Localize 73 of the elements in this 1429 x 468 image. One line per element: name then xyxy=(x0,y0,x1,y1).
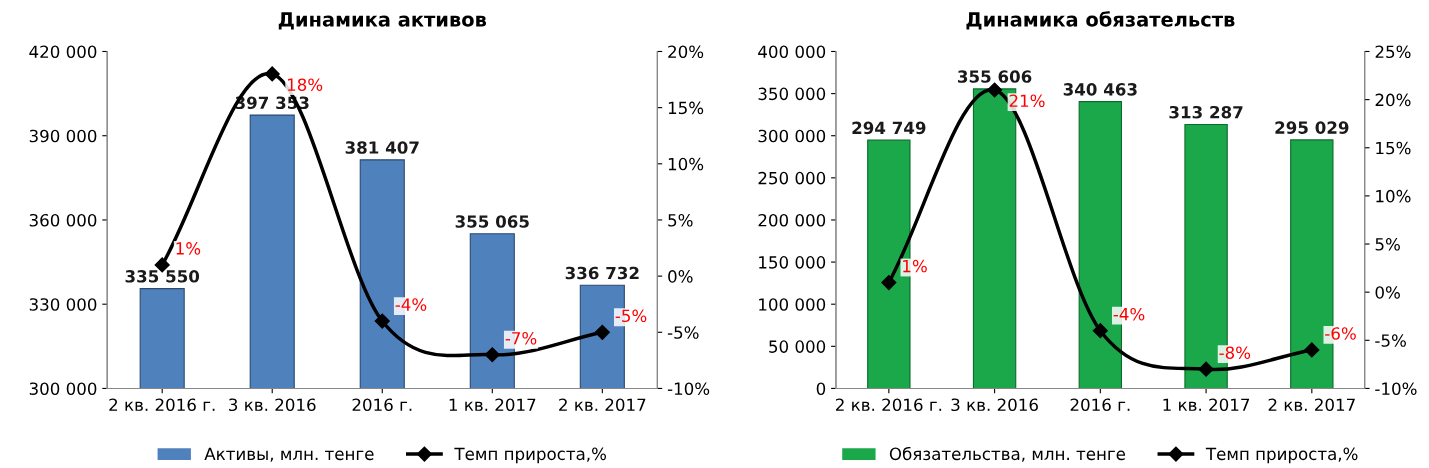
legend-label: Активы, млн. тенге xyxy=(204,447,374,462)
x-tick-label: 1 кв. 2017 xyxy=(449,398,536,412)
x-tick-label: 2 кв. 2016 г. xyxy=(835,398,942,412)
point xyxy=(881,274,897,291)
point xyxy=(1304,342,1320,358)
data-label: 18% xyxy=(287,78,323,92)
data-label: -4% xyxy=(1113,307,1145,321)
chart-title: Динамика активов xyxy=(278,12,487,30)
point xyxy=(374,313,390,329)
x-tick-label: 3 кв. 2016 xyxy=(951,398,1038,412)
data-label: 294 749 xyxy=(852,121,926,135)
x-tick-label: 2 кв. 2017 xyxy=(1268,398,1355,412)
x-tick-label: 2016 г. xyxy=(1070,398,1130,412)
x-tick-label: 1 кв. 2017 xyxy=(1163,398,1250,412)
y2-tick-label: -5% xyxy=(1375,334,1406,347)
y-tick-label: 100 000 xyxy=(759,298,826,311)
y-tick-label: 200 000 xyxy=(758,213,826,227)
data-label: 21% xyxy=(1009,94,1045,108)
y-tick-label: 400 000 xyxy=(758,45,826,59)
y2-tick-label: 0% xyxy=(1375,286,1400,299)
point xyxy=(594,324,610,340)
x-tick-label: 2 кв. 2017 xyxy=(559,398,646,412)
data-label: 340 463 xyxy=(1063,83,1137,96)
y-tick-label: 300 000 xyxy=(758,129,826,143)
point xyxy=(987,82,1003,98)
data-label: 381 407 xyxy=(345,141,419,154)
data-label: 355 606 xyxy=(958,70,1032,83)
data-label: -6% xyxy=(1325,327,1356,340)
y-tick-label: 0 xyxy=(816,382,826,396)
legend-label: Темп прироста,% xyxy=(1205,447,1358,464)
data-label: 355 065 xyxy=(455,215,529,228)
y-tick-label: 250 000 xyxy=(758,171,826,185)
y2-tick-label: -10% xyxy=(667,382,710,396)
y2-tick-label: 20% xyxy=(668,45,704,59)
data-label: -4% xyxy=(395,298,427,311)
y2-tick-label: 0% xyxy=(668,270,693,283)
data-label: 1% xyxy=(176,242,201,255)
y2-tick-label: 10% xyxy=(668,157,704,171)
data-label: 336 732 xyxy=(565,266,639,280)
point xyxy=(264,66,280,82)
point xyxy=(484,347,500,363)
data-label: -7% xyxy=(505,331,537,345)
y2-tick-label: 5% xyxy=(1375,237,1400,251)
chart-title: Динамика обязательств xyxy=(966,11,1235,30)
y-tick-label: 300 000 xyxy=(29,382,97,396)
x-tick-label: 2 кв. 2016 г. xyxy=(109,398,215,412)
data-label: -8% xyxy=(1219,346,1251,360)
y2-tick-label: -10% xyxy=(1375,382,1417,396)
y-tick-label: 50 000 xyxy=(769,340,826,353)
y2-tick-label: -5% xyxy=(667,326,699,339)
x-tick-label: 3 кв. 2016 xyxy=(229,398,316,412)
y2-tick-label: 10% xyxy=(1376,189,1411,203)
data-label: 295 029 xyxy=(1275,121,1349,134)
y2-tick-label: 15% xyxy=(668,101,704,115)
y-tick-label: 360 000 xyxy=(29,213,97,227)
legend-label: Темп прироста,% xyxy=(454,447,607,464)
data-label: 1% xyxy=(903,259,927,273)
data-label: 335 550 xyxy=(125,270,200,283)
y-tick-label: 330 000 xyxy=(29,298,97,311)
y2-tick-label: 15% xyxy=(1376,141,1411,155)
y-tick-label: 420 000 xyxy=(29,45,97,59)
y-tick-label: 150 000 xyxy=(759,256,826,269)
legend-label: Обязательства, млн. тенге xyxy=(889,446,1126,462)
y2-tick-label: 25% xyxy=(1375,45,1411,59)
point xyxy=(1092,323,1108,339)
y2-tick-label: 20% xyxy=(1375,93,1411,107)
point xyxy=(1198,361,1214,377)
data-label: 313 287 xyxy=(1169,105,1243,119)
y-tick-label: 350 000 xyxy=(758,87,826,101)
y2-tick-label: 5% xyxy=(668,213,693,227)
y-tick-label: 390 000 xyxy=(29,129,97,143)
data-label: -5% xyxy=(615,309,647,323)
x-tick-label: 2016 г. xyxy=(352,398,412,412)
